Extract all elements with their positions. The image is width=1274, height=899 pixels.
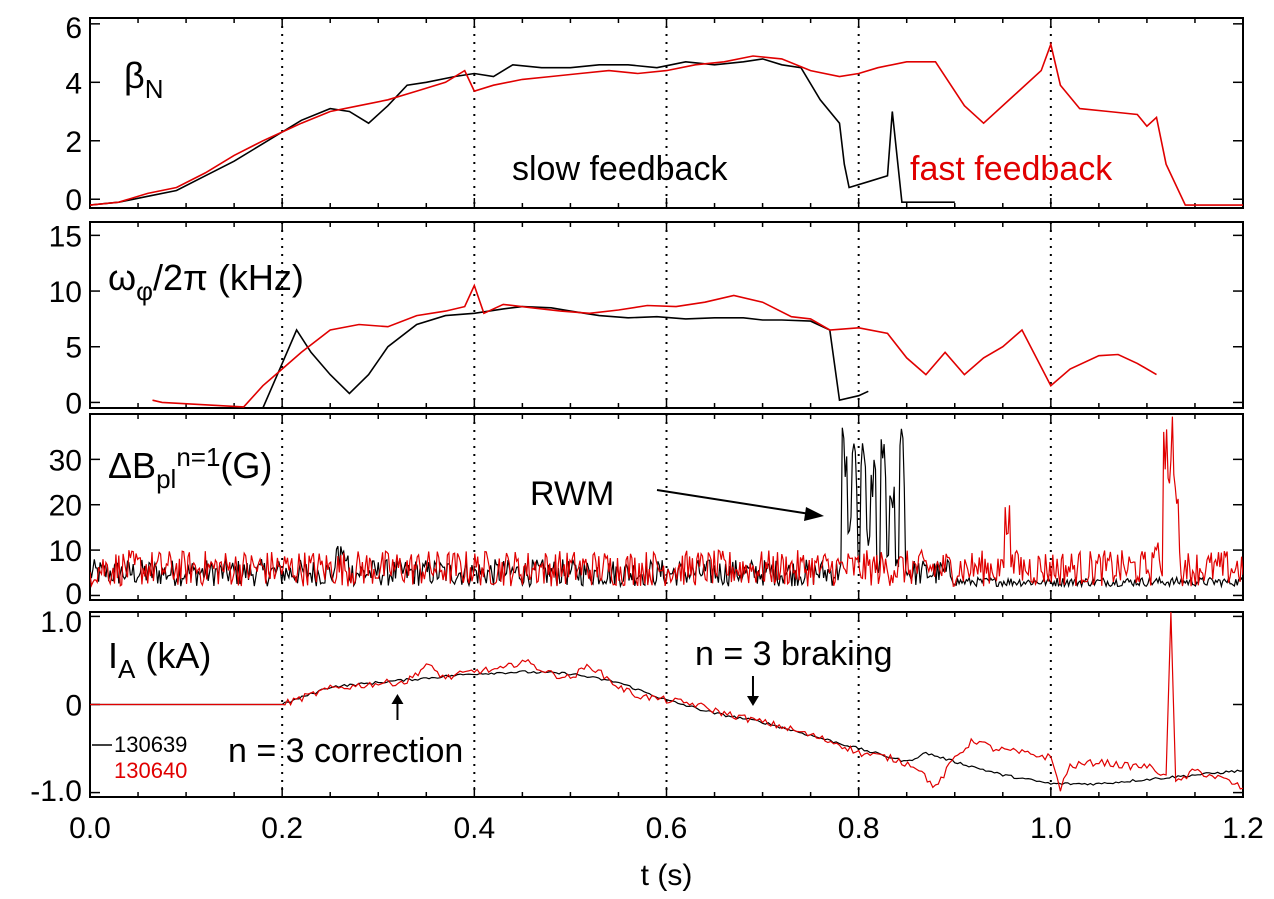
x-tick-label: 1.2 xyxy=(1222,812,1264,845)
x-tick-label: 1.0 xyxy=(1030,812,1072,845)
panel-frame-omega xyxy=(89,221,1244,409)
y-tick-label: 10 xyxy=(49,276,82,309)
annotation-fast-feedback: fast feedback xyxy=(910,150,1113,188)
panel-title-IA: IA (kA) xyxy=(108,635,211,684)
annotation-slow-feedback: slow feedback xyxy=(512,150,728,188)
y-tick-label: 6 xyxy=(65,12,82,45)
x-axis-label: t (s) xyxy=(641,859,693,892)
legend-130639: 130639 xyxy=(114,732,187,757)
y-tick-label: 0 xyxy=(65,184,82,217)
y-tick-label: 20 xyxy=(49,490,82,523)
y-tick-label: 0 xyxy=(65,387,82,420)
y-tick-label: 15 xyxy=(49,220,82,253)
y-tick-label: 0 xyxy=(65,578,82,611)
series-line-130640 xyxy=(90,416,1243,588)
panel-title-betaN: βN xyxy=(124,55,164,104)
panel-title-deltaB: ΔBpln=1(G) xyxy=(108,442,272,494)
annotation-rwm: RWM xyxy=(530,475,614,513)
series-line-130640 xyxy=(90,612,1243,792)
rwm-arrow-head xyxy=(804,507,824,521)
annotation-n3-braking: n = 3 braking xyxy=(695,635,893,673)
x-tick-label: 0.0 xyxy=(69,812,111,845)
legend-130640: 130640 xyxy=(114,758,187,783)
annotation-n3-correction: n = 3 correction xyxy=(228,732,463,770)
braking-arrow-head xyxy=(746,696,759,706)
y-tick-label: 1.0 xyxy=(40,606,82,639)
x-tick-label: 0.8 xyxy=(838,812,880,845)
panel-title-omega: ωφ/2π (kHz) xyxy=(108,257,304,306)
correction-arrow-head xyxy=(391,694,404,704)
y-tick-label: 2 xyxy=(65,126,82,159)
y-tick-label: -1.0 xyxy=(30,775,82,808)
series-line-130639 xyxy=(90,58,955,206)
x-tick-label: 0.2 xyxy=(261,812,303,845)
series-line-130639 xyxy=(90,670,1243,786)
series-line-130639 xyxy=(262,305,869,408)
rwm-arrow-line xyxy=(656,489,811,515)
x-tick-label: 0.4 xyxy=(453,812,495,845)
y-tick-label: 4 xyxy=(65,67,82,100)
y-tick-label: 0 xyxy=(65,690,82,723)
y-tick-label: 5 xyxy=(65,332,82,365)
y-tick-label: 30 xyxy=(49,444,82,477)
series-line-130640 xyxy=(152,283,1157,408)
x-tick-label: 0.6 xyxy=(646,812,688,845)
y-tick-label: 10 xyxy=(49,535,82,568)
series-line-130640 xyxy=(90,41,1243,206)
